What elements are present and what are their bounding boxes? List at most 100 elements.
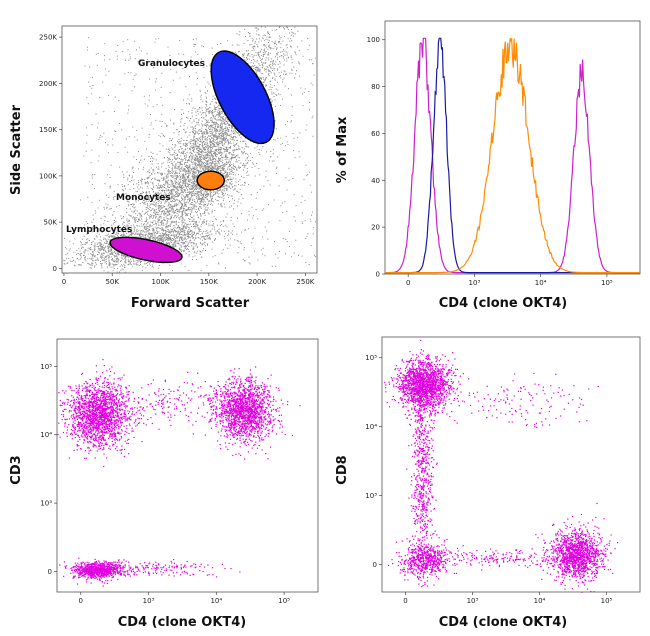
event-dot — [240, 202, 242, 204]
event-dot — [268, 42, 269, 43]
event-dot — [221, 145, 223, 146]
event-dot — [203, 204, 205, 206]
event-dot — [186, 214, 188, 215]
event-dot — [165, 182, 167, 184]
event-dot — [207, 203, 209, 205]
event-dot — [139, 216, 141, 218]
event-dot — [151, 222, 153, 223]
event-dot — [214, 97, 216, 99]
event-dot — [245, 35, 246, 37]
event-dot — [204, 136, 206, 138]
event-dot — [205, 115, 207, 117]
event-dot — [167, 171, 169, 173]
event-dot — [279, 41, 281, 42]
event-dot — [167, 211, 169, 213]
event-dot — [186, 144, 188, 146]
event-dot — [243, 151, 245, 153]
event-dot — [216, 161, 218, 163]
event-dot — [145, 207, 147, 209]
event-dot — [206, 101, 208, 103]
event-dot — [196, 158, 198, 160]
event-dot — [277, 68, 279, 70]
event-dot — [254, 65, 256, 66]
event-dot — [163, 157, 165, 158]
event-dot — [183, 201, 185, 203]
event-dot — [220, 225, 221, 227]
event-dot — [220, 132, 222, 133]
event-dot — [158, 265, 160, 266]
event-dot — [207, 159, 209, 161]
event-dot — [161, 190, 163, 192]
event-dot — [155, 159, 157, 161]
event-dot — [221, 117, 223, 119]
event-dot — [160, 222, 162, 224]
event-dot — [252, 56, 254, 58]
event-dot — [166, 210, 168, 212]
event-dot — [225, 126, 227, 128]
event-dot — [268, 64, 270, 66]
event-dot — [189, 156, 191, 158]
event-dot — [224, 138, 226, 140]
event-dot — [126, 219, 128, 221]
event-dot — [126, 232, 128, 234]
event-dot — [274, 78, 276, 80]
event-dot — [222, 117, 224, 119]
event-dot — [106, 266, 108, 268]
event-dot — [226, 161, 228, 163]
event-dot — [238, 34, 240, 36]
event-dot — [110, 208, 112, 209]
event-dot — [193, 215, 195, 217]
event-dot — [157, 205, 159, 207]
event-dot — [237, 174, 239, 176]
event-dot — [204, 91, 206, 93]
event-dot — [215, 138, 217, 140]
event-dot — [147, 197, 149, 199]
event-dot — [184, 132, 186, 134]
event-dot — [158, 235, 160, 236]
event-dot — [242, 54, 244, 55]
event-dot — [163, 230, 165, 232]
event-dot — [208, 110, 210, 112]
event-dot — [215, 142, 217, 144]
event-dot — [202, 133, 204, 135]
event-dot — [122, 223, 124, 225]
event-dot — [164, 229, 166, 231]
event-dot — [263, 81, 265, 83]
event-dot — [209, 168, 211, 170]
event-dot — [233, 128, 235, 130]
event-dot — [174, 230, 176, 232]
event-dot — [217, 147, 219, 149]
event-dot — [171, 139, 173, 141]
event-dot — [168, 234, 170, 236]
event-dot — [225, 149, 227, 151]
event-dot — [213, 127, 215, 128]
event-dot — [222, 133, 224, 135]
event-dot — [290, 46, 292, 48]
event-dot — [247, 161, 249, 163]
event-dot — [224, 133, 226, 135]
event-dot — [188, 167, 190, 168]
event-dot — [276, 54, 278, 56]
event-dot — [205, 151, 207, 153]
event-dot — [186, 187, 187, 189]
event-dot — [227, 129, 229, 130]
event-dot — [221, 116, 223, 118]
event-dot — [167, 159, 169, 161]
event-dot — [245, 137, 247, 139]
event-dot — [187, 207, 189, 209]
event-dot — [283, 35, 285, 37]
event-dot — [205, 108, 207, 110]
event-dot — [285, 73, 287, 75]
event-dot — [184, 238, 186, 240]
event-dot — [128, 263, 130, 265]
event-dot — [157, 212, 159, 214]
event-dot — [193, 119, 195, 121]
event-dot — [200, 173, 201, 174]
event-dot — [237, 217, 238, 219]
event-dot — [278, 42, 280, 44]
event-dot — [170, 241, 172, 243]
event-dot — [170, 191, 172, 193]
event-dot — [218, 141, 220, 143]
event-dot — [185, 145, 186, 147]
event-dot — [281, 71, 283, 73]
